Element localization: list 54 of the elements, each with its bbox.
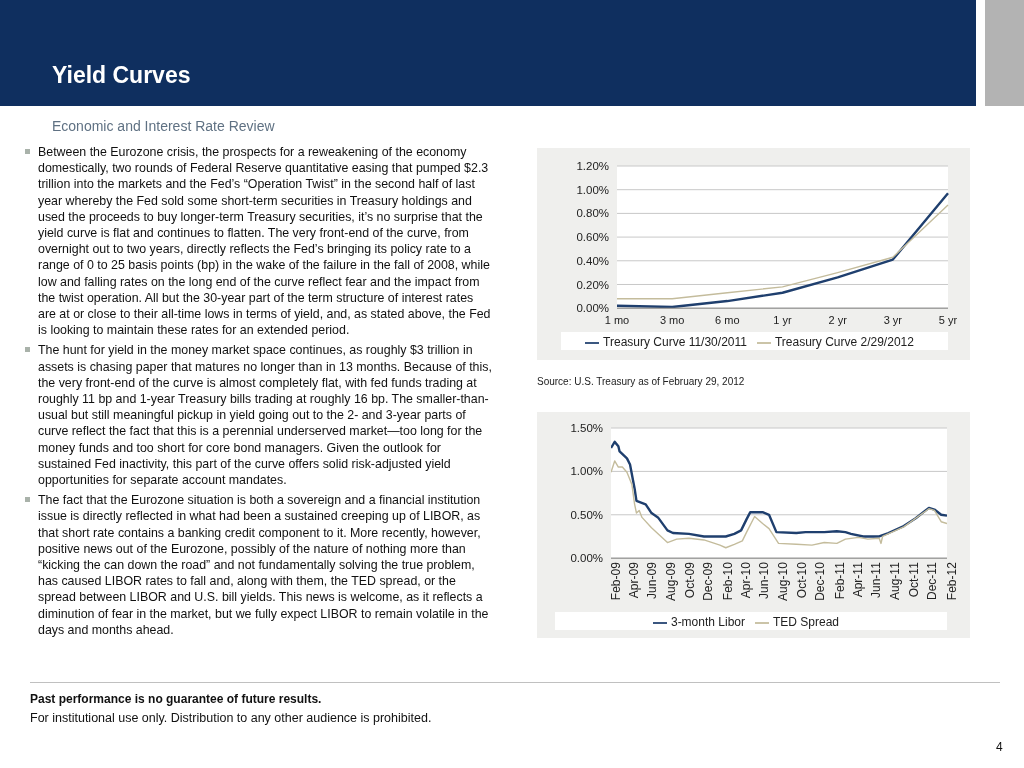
x-tick-label: 3 mo — [659, 313, 685, 326]
x-tick-label: 1 yr — [773, 313, 792, 326]
x-tick-label: Apr-09 — [626, 561, 641, 599]
y-tick-label: 0.00% — [576, 302, 609, 315]
x-tick-label: Aug-11 — [888, 561, 903, 600]
text: Yield Curves — [52, 62, 191, 89]
y-tick-label: 1.20% — [576, 160, 609, 173]
legend-label: Treasury Curve 11/30/2011 — [603, 335, 747, 350]
legend-label: TED Spread — [773, 615, 840, 630]
line-series — [611, 440, 947, 538]
text: Between the Eurozone crisis, the prospects for a reweakening of the economy domestically, two rounds of Federal Reserve quantitative easing that pumped $2.3 trillion into the markets and the Fed’s “Operation Twist” in the second half of last year whereby the Fed sold some short-term securities in Treasury holdings and used the proceeds to buy longer-term Treasury securities, it’s no surprise that the yield curve is flat and continues to flatten. The very front-end of the curve, from overnight out to two years, directly reflects the Fed’s bringing its policy rate to a range of 0 to 25 basis points (bp) in the wake of the failure in the fall of 2008, while low and falling rates on the long end of the curve reflect fear and the impact from the twist operation. All but the 30-year part of the term structure of interest rates are at or close to their all-time lows in terms of yield, and, as stated above, the Fed is looking to maintain these rates for an extended period. — [38, 145, 491, 338]
y-tick-label: 0.00% — [570, 552, 603, 565]
x-tick-label: Dec-11 — [925, 561, 940, 600]
line-series — [611, 460, 947, 549]
y-tick-label: 1.00% — [576, 183, 609, 196]
text: For institutional use only. Distribution to any other audience is prohibited. — [30, 711, 432, 725]
line-series — [616, 204, 949, 300]
x-tick-label: Apr-10 — [738, 561, 753, 599]
x-tick-label: Aug-09 — [664, 561, 679, 601]
y-tick-label: 0.80% — [576, 207, 609, 220]
legend-label: 3-month Libor — [670, 615, 745, 630]
text: Past performance is no guarantee of future results. — [30, 692, 322, 706]
x-tick-label: Feb-10 — [720, 561, 735, 601]
x-tick-label: Jun-11 — [869, 561, 884, 598]
x-tick-label: Aug-10 — [776, 561, 791, 601]
y-tick-label: 1.50% — [570, 422, 603, 435]
text: The hunt for yield in the money market space continues, as roughly $3 trillion in assets is chasing paper that matures no longer than in 13 months. Because of this, the very front-end of the curve is almost completely flat, with fed funds trading at roughly 11 bp and 1-year Treasury bills trading at roughly 16 bp. The smaller-than-usual but still meaningful pickup in yield going out to the 2- and 3-year parts of curve reflect the fact that this is a perennial underserved market—too long for the money funds and too short for core bond managers. Given the outlook for sustained Fed inactivity, this part of the curve offers solid risk-adjusted yield opportunities for separate account mandates. — [38, 343, 492, 488]
x-tick-label: 5 yr — [938, 313, 958, 326]
x-tick-label: 1 mo — [604, 313, 630, 326]
text: Economic and Interest Rate Review — [52, 118, 275, 134]
x-tick-label: Jun-10 — [757, 561, 772, 599]
text: 4 — [996, 740, 1003, 754]
x-tick-label: Feb-11 — [832, 561, 847, 600]
x-tick-label: 3 yr — [883, 313, 903, 326]
x-tick-label: Apr-11 — [850, 561, 865, 598]
x-tick-label: Dec-09 — [701, 561, 716, 601]
source-note: Source: U.S. Treasury as of February 29, 2012 — [537, 376, 745, 387]
x-tick-label: Jun-09 — [645, 561, 660, 599]
x-tick-label: Oct-09 — [682, 561, 697, 599]
line-series — [615, 192, 950, 309]
x-tick-label: Feb-09 — [608, 561, 623, 601]
y-tick-label: 0.40% — [576, 254, 609, 267]
x-tick-label: Dec-10 — [813, 561, 828, 601]
y-tick-label: 1.00% — [570, 465, 603, 478]
x-tick-label: Oct-10 — [794, 561, 809, 599]
x-tick-label: 6 mo — [715, 313, 740, 326]
x-tick-label: 2 yr — [828, 313, 848, 326]
x-tick-label: Oct-11 — [906, 561, 921, 598]
legend-label: Treasury Curve 2/29/2012 — [774, 335, 914, 350]
text: The fact that the Eurozone situation is both a sovereign and a financial institution issue is directly reflected in what had been a sustained creeping up of LIBOR, as that short rate contains a banking credit component to it. More recently, however, positive news out of the Eurozone, possibly of the nature of nothing more than “kicking the can down the road” and not fundamentally solving the true problem, has caused LIBOR rates to fall and, along with them, the TED spread, or the spread between LIBOR and U.S. bill yields. This news is welcome, as it reflects a diminution of fear in the market, but we fully expect LIBOR to remain volatile in the days and months ahead. — [38, 493, 489, 637]
y-tick-label: 0.20% — [576, 278, 609, 291]
x-tick-label: Feb-12 — [944, 561, 959, 601]
y-tick-label: 0.60% — [576, 231, 609, 244]
y-tick-label: 0.50% — [570, 508, 603, 521]
